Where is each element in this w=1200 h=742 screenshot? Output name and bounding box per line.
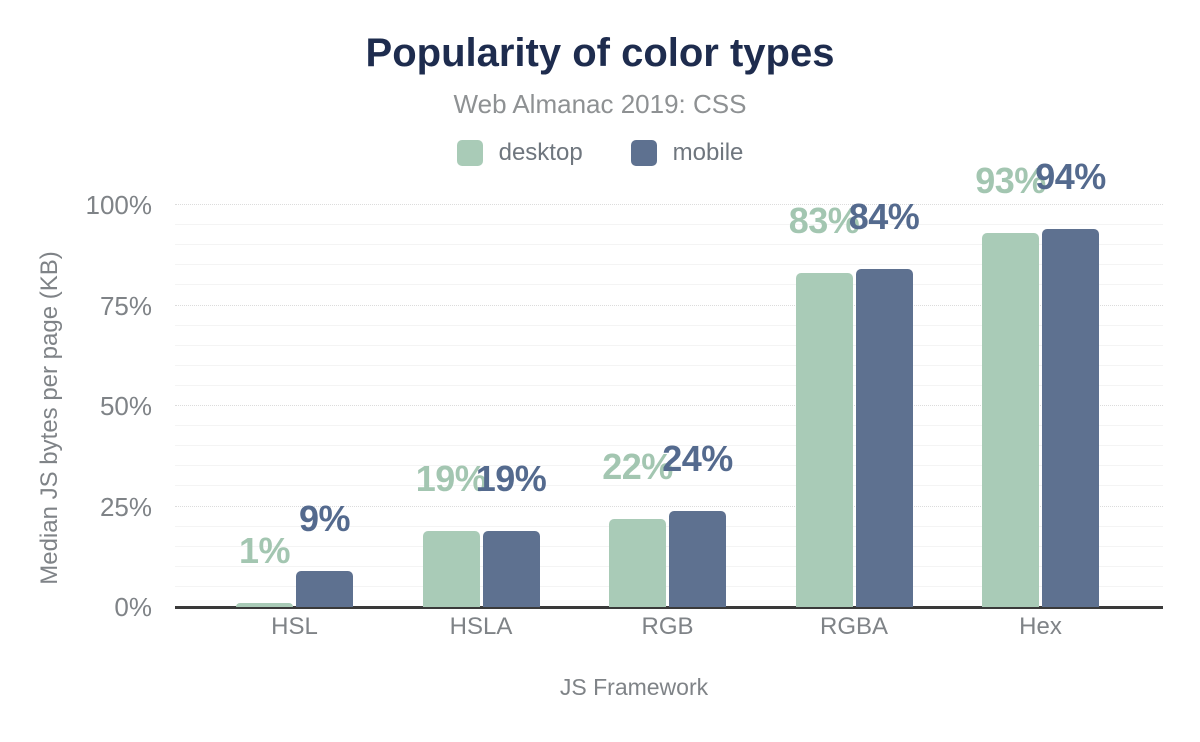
y-tick-75%: 75% [99, 290, 152, 321]
major-gridline [175, 405, 1163, 406]
minor-gridline [175, 445, 1163, 447]
bar-mobile-RGBA[interactable] [855, 269, 913, 607]
major-gridline [175, 304, 1163, 306]
legend-label-mobile: mobile [672, 139, 744, 166]
data-label-mobile-Hex: 94% [1035, 156, 1106, 197]
bar-desktop-HSLA[interactable] [422, 531, 480, 607]
data-label-desktop-HSLA: 19% [415, 458, 487, 499]
x-tick-RGBA: RGBA [819, 613, 888, 640]
chart-title: Popularity of color types [365, 31, 835, 75]
x-tick-HSLA: HSLA [449, 613, 513, 640]
chart-legend: desktop mobile [0, 138, 1200, 168]
x-axis-title: JS Framework [559, 674, 709, 700]
data-label-mobile-HSLA: 19% [475, 458, 547, 499]
y-tick-100%: 100% [85, 190, 153, 220]
legend-item-desktop[interactable]: desktop [456, 139, 583, 167]
bar-mobile-RGB[interactable] [669, 511, 726, 607]
bar-mobile-Hex[interactable] [1042, 229, 1099, 607]
data-label-desktop-HSL: 1% [238, 530, 291, 571]
x-tick-HSL: HSL [271, 613, 318, 640]
major-gridline [175, 505, 1163, 507]
bar-desktop-Hex[interactable] [982, 233, 1039, 607]
x-tick-RGB: RGB [641, 613, 694, 640]
minor-gridline [175, 244, 1163, 246]
minor-gridline [175, 224, 1163, 226]
major-gridline [175, 204, 1163, 205]
desktop-swatch-icon [456, 140, 483, 166]
bar-mobile-HSLA[interactable] [482, 531, 540, 607]
y-tick-50%: 50% [99, 391, 152, 421]
data-label-desktop-Hex: 93% [975, 160, 1046, 201]
y-tick-0%: 0% [114, 592, 152, 622]
bar-desktop-HSL[interactable] [236, 603, 293, 607]
plot-area: 1% 9% 19% 19% 22% 24% 83% 84% 93% 94% [175, 159, 1163, 609]
minor-gridline [175, 364, 1163, 366]
legend-label-desktop: desktop [498, 139, 583, 166]
data-label-desktop-RGBA: 83% [788, 200, 860, 241]
minor-gridline [175, 384, 1163, 386]
bar-desktop-RGB[interactable] [609, 519, 666, 607]
x-axis-line [175, 606, 1163, 609]
x-tick-Hex: Hex [1019, 613, 1062, 640]
chart-subtitle: Web Almanac 2019: CSS [453, 89, 747, 119]
minor-gridline [175, 465, 1163, 467]
legend-item-mobile[interactable]: mobile [630, 139, 744, 167]
minor-gridline [175, 344, 1163, 346]
mobile-swatch-icon [630, 140, 657, 166]
minor-gridline [175, 425, 1163, 427]
y-tick-25%: 25% [99, 491, 152, 522]
bar-desktop-RGBA[interactable] [795, 273, 853, 607]
minor-gridline [175, 324, 1163, 326]
minor-gridline [175, 284, 1163, 286]
data-label-mobile-HSL: 9% [298, 498, 351, 539]
data-label-desktop-RGB: 22% [602, 446, 673, 487]
bar-mobile-HSL[interactable] [296, 571, 353, 607]
data-label-mobile-RGBA: 84% [848, 196, 920, 237]
minor-gridline [175, 264, 1163, 266]
minor-gridline [175, 485, 1163, 487]
data-label-mobile-RGB: 24% [662, 438, 733, 479]
